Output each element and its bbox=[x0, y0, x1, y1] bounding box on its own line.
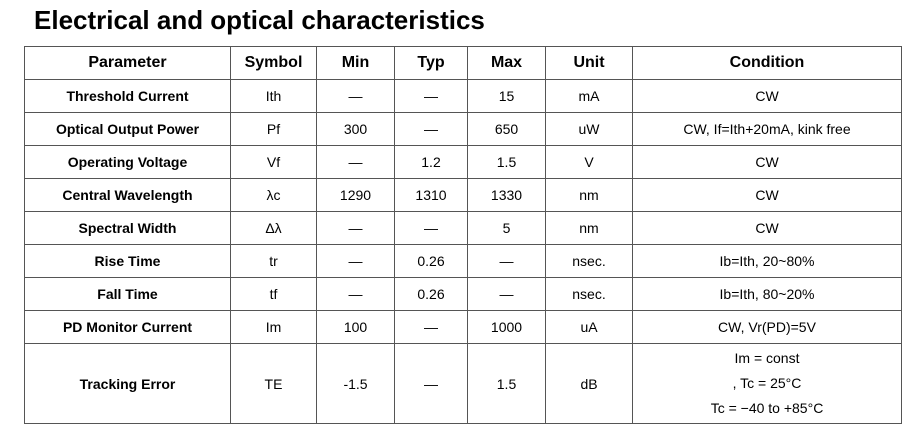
cell: — bbox=[316, 79, 395, 113]
cell: — bbox=[394, 343, 468, 424]
cell: -1.5 bbox=[316, 343, 395, 424]
column-header: Parameter bbox=[24, 46, 231, 80]
cell: 650 bbox=[467, 112, 546, 146]
parameter-cell: Fall Time bbox=[24, 277, 231, 311]
cell: tr bbox=[230, 244, 317, 278]
parameter-cell: Optical Output Power bbox=[24, 112, 231, 146]
cell: 1.5 bbox=[467, 343, 546, 424]
cell: — bbox=[316, 145, 395, 179]
column-header: Condition bbox=[632, 46, 902, 80]
header-row: Parameter Symbol Min Typ Max Unit Condition bbox=[24, 46, 902, 80]
cell: — bbox=[394, 79, 468, 113]
cell: Im = const , Tc = 25°C Tc = −40 to +85°C bbox=[632, 343, 902, 424]
cell: nm bbox=[545, 178, 633, 212]
cell: 15 bbox=[467, 79, 546, 113]
cell: uW bbox=[545, 112, 633, 146]
column-header: Max bbox=[467, 46, 546, 80]
table-row: Central Wavelength λc 1290 1310 1330 nm CW bbox=[24, 178, 902, 212]
cell: V bbox=[545, 145, 633, 179]
table-row: Threshold Current Ith — —15 mA CW bbox=[24, 79, 902, 113]
cell: — bbox=[394, 310, 468, 344]
cell: 1290 bbox=[316, 178, 395, 212]
cell: — bbox=[394, 112, 468, 146]
table-row: Rise Time tr —0.26— nsec. Ib=Ith, 20~80% bbox=[24, 244, 902, 278]
cell: nsec. bbox=[545, 244, 633, 278]
cell: — bbox=[394, 211, 468, 245]
parameter-cell: Threshold Current bbox=[24, 79, 231, 113]
column-header: Symbol bbox=[230, 46, 317, 80]
cell: CW bbox=[632, 145, 902, 179]
cell: Ib=Ith, 20~80% bbox=[632, 244, 902, 278]
cell: 300 bbox=[316, 112, 395, 146]
cell: — bbox=[467, 277, 546, 311]
cell: CW bbox=[632, 79, 902, 113]
column-header: Unit bbox=[545, 46, 633, 80]
table-row: Operating Voltage Vf —1.2 1.5 V CW bbox=[24, 145, 902, 179]
cell: Im bbox=[230, 310, 317, 344]
parameter-cell: Tracking Error bbox=[24, 343, 231, 424]
spec-table: Parameter Symbol Min Typ Max Unit Condition Th… bbox=[24, 46, 902, 424]
cell: CW, Vr(PD)=5V bbox=[632, 310, 902, 344]
cell-line: , Tc = 25°C bbox=[732, 375, 802, 391]
cell: 0.26 bbox=[394, 277, 468, 311]
cell: Ith bbox=[230, 79, 317, 113]
cell: — bbox=[316, 244, 395, 278]
parameter-cell: Spectral Width bbox=[24, 211, 231, 245]
cell: nm bbox=[545, 211, 633, 245]
cell: 0.26 bbox=[394, 244, 468, 278]
cell: mA bbox=[545, 79, 633, 113]
parameter-cell: Central Wavelength bbox=[24, 178, 231, 212]
cell: 5 bbox=[467, 211, 546, 245]
cell: — bbox=[316, 211, 395, 245]
cell: tf bbox=[230, 277, 317, 311]
cell: uA bbox=[545, 310, 633, 344]
cell: — bbox=[316, 277, 395, 311]
table-body: Threshold Current Ith — —15 mA CW Optical Outp… bbox=[24, 79, 902, 424]
table-row: Tracking Error TE -1.5—1.5 dB Im = const , Tc… bbox=[24, 343, 902, 424]
parameter-cell: Rise Time bbox=[24, 244, 231, 278]
cell: TE bbox=[230, 343, 317, 424]
cell: 1330 bbox=[467, 178, 546, 212]
cell: λc bbox=[230, 178, 317, 212]
parameter-cell: Operating Voltage bbox=[24, 145, 231, 179]
parameter-cell: PD Monitor Current bbox=[24, 310, 231, 344]
cell: nsec. bbox=[545, 277, 633, 311]
cell: 1310 bbox=[394, 178, 468, 212]
cell: 100 bbox=[316, 310, 395, 344]
cell: 1.5 bbox=[467, 145, 546, 179]
cell: CW bbox=[632, 211, 902, 245]
table-row: PD Monitor Current Im 100—1000 uA CW, Vr(PD)… bbox=[24, 310, 902, 344]
cell: Pf bbox=[230, 112, 317, 146]
table-row: Fall Time tf —0.26— nsec. Ib=Ith, 80~20% bbox=[24, 277, 902, 311]
cell: — bbox=[467, 244, 546, 278]
title: Electrical and optical characteristics bbox=[34, 5, 485, 35]
cell: CW, If=Ith+20mA, kink free bbox=[632, 112, 902, 146]
cell: CW bbox=[632, 178, 902, 212]
table-row: Optical Output Power Pf 300—650 uW CW, If=It… bbox=[24, 112, 902, 146]
cell: 1000 bbox=[467, 310, 546, 344]
column-header: Min bbox=[316, 46, 395, 80]
cell-line: Tc = −40 to +85°C bbox=[710, 400, 824, 416]
cell: Vf bbox=[230, 145, 317, 179]
cell: 1.2 bbox=[394, 145, 468, 179]
cell: dB bbox=[545, 343, 633, 424]
cell: Δλ bbox=[230, 211, 317, 245]
cell-line: Im = const bbox=[734, 350, 800, 366]
column-header: Typ bbox=[394, 46, 468, 80]
table-row: Spectral Width Δλ — —5 nm CW bbox=[24, 211, 902, 245]
cell: Ib=Ith, 80~20% bbox=[632, 277, 902, 311]
